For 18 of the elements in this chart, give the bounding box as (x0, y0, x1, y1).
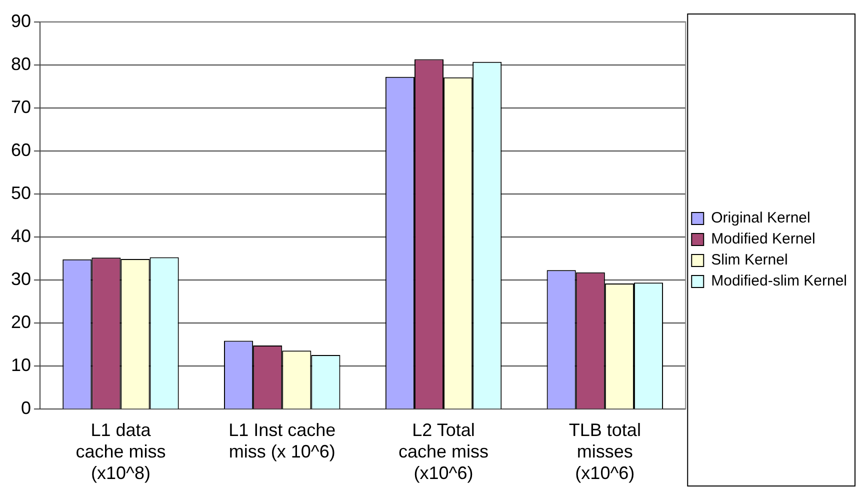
y-tick-label: 50 (10, 182, 32, 203)
legend-label: Original Kernel (711, 210, 810, 227)
y-tick-label: 80 (10, 54, 32, 74)
y-tick-label: 20 (10, 312, 32, 332)
y-tick-label: 70 (10, 96, 32, 117)
y-tick-label: 60 (10, 140, 32, 160)
x-tick-label: L1 Inst cache miss (x 10^6) (228, 420, 336, 462)
x-tick-label: L2 Total cache miss (x10^6) (398, 420, 489, 484)
legend-label: Modified-slim Kernel (711, 272, 848, 290)
x-tick-label: TLB total misses (x10^6) (568, 420, 641, 484)
y-tick-label: 10 (10, 355, 32, 376)
y-tick-label: 0 (21, 398, 32, 418)
y-tick-label: 30 (10, 269, 32, 290)
y-tick-label: 90 (10, 10, 32, 31)
y-tick-label: 40 (10, 226, 32, 246)
legend-label: Modified Kernel (711, 230, 816, 248)
x-tick-label: L1 data cache miss (x10^8) (76, 420, 166, 484)
legend-label: Slim Kernel (711, 252, 788, 269)
